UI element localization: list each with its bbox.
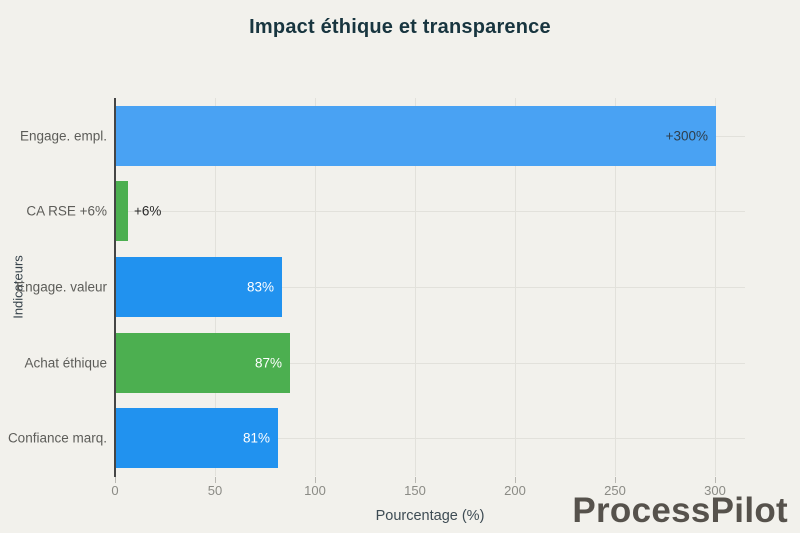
x-axis-tick-label: 100 — [304, 483, 326, 498]
category-label: CA RSE +6% — [26, 203, 107, 219]
gridline-horizontal — [116, 438, 745, 440]
bar-value-label: 83% — [246, 279, 274, 295]
y-axis-line — [114, 98, 116, 477]
chart-title: Impact éthique et transparence — [249, 16, 551, 38]
x-axis-tick-label: 0 — [111, 483, 119, 498]
x-axis-tick — [515, 477, 516, 483]
x-axis-tick-label: 150 — [404, 483, 426, 498]
bar-0 — [116, 105, 716, 166]
bar-1 — [116, 181, 128, 242]
bar-value-label: +300% — [665, 128, 708, 144]
bar-3 — [116, 332, 290, 393]
x-axis-tick-label: 300 — [704, 483, 726, 498]
x-axis-tick — [715, 477, 716, 483]
category-label: Engage. valeur — [16, 279, 107, 295]
x-axis-tick — [415, 477, 416, 483]
bar-value-label: 81% — [242, 430, 270, 446]
bar-value-label: +6% — [134, 203, 162, 219]
x-axis-title: Pourcentage (%) — [375, 508, 485, 524]
category-label: Engage. empl. — [19, 128, 107, 144]
x-axis-tick — [615, 477, 616, 483]
bar-4 — [116, 408, 278, 469]
brand-watermark: ProcessPilot — [572, 491, 788, 530]
x-axis-tick-label: 250 — [604, 483, 626, 498]
x-axis-tick-label: 50 — [207, 483, 223, 498]
bar-2 — [116, 257, 282, 317]
gridline-horizontal — [116, 362, 745, 364]
gridline-horizontal — [116, 211, 745, 213]
x-axis-tick — [315, 477, 316, 483]
x-axis-tick-label: 200 — [504, 483, 526, 498]
gridline-horizontal — [116, 287, 745, 288]
x-axis-tick — [115, 477, 116, 483]
x-axis-tick — [215, 477, 216, 483]
category-label: Achat éthique — [24, 355, 107, 371]
category-label: Confiance marq. — [7, 430, 107, 446]
bar-value-label: 87% — [254, 355, 282, 371]
